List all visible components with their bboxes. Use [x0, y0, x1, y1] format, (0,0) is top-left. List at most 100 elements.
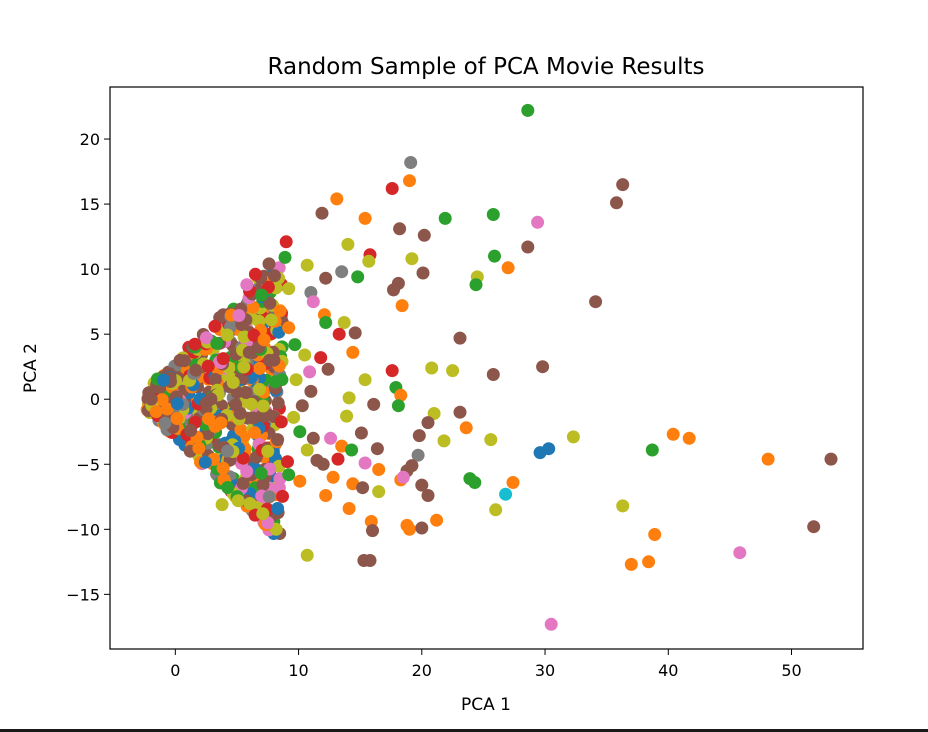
data-point: [306, 431, 320, 445]
data-point: [202, 412, 215, 426]
data-point: [256, 399, 270, 413]
x-tick-label: 0: [170, 661, 180, 680]
data-point: [427, 407, 441, 420]
y-tick-label: 15: [80, 195, 100, 214]
data-point: [256, 507, 270, 521]
data-point: [184, 424, 198, 437]
data-point: [306, 295, 320, 309]
data-point: [300, 443, 314, 457]
data-point: [248, 426, 261, 440]
data-point: [391, 399, 405, 413]
data-point: [236, 451, 250, 465]
data-point: [521, 103, 535, 117]
data-point: [254, 466, 268, 480]
data-point: [261, 444, 275, 458]
data-point: [300, 258, 314, 272]
data-point: [234, 423, 248, 437]
y-axis-label: PCA 2: [21, 343, 41, 393]
data-point: [310, 453, 324, 467]
data-point: [499, 487, 513, 501]
data-point: [314, 351, 328, 365]
data-point: [233, 406, 247, 420]
x-tick-label: 40: [658, 661, 678, 680]
data-point: [642, 555, 656, 569]
y-tick-label: 0: [90, 390, 100, 409]
data-point: [210, 336, 224, 350]
data-point: [267, 353, 281, 367]
data-point: [257, 333, 271, 347]
data-point: [293, 425, 307, 439]
data-point: [170, 397, 184, 411]
data-point: [489, 503, 503, 517]
data-point: [430, 513, 444, 527]
data-point: [281, 455, 294, 469]
y-tick-label: −5: [76, 455, 100, 474]
data-point: [252, 382, 266, 396]
data-point: [158, 416, 172, 430]
data-point: [204, 392, 218, 406]
data-point: [271, 502, 285, 515]
data-point: [198, 455, 212, 469]
data-point: [342, 391, 356, 405]
data-point: [319, 489, 333, 502]
data-point: [645, 443, 659, 457]
data-point: [666, 427, 680, 441]
data-point: [391, 276, 405, 290]
x-tick-label: 10: [288, 661, 308, 680]
data-point: [188, 337, 202, 351]
y-tick-label: 20: [80, 130, 100, 149]
y-tick-label: −15: [66, 585, 100, 604]
data-point: [733, 546, 747, 560]
data-point: [332, 327, 346, 341]
data-point: [437, 434, 451, 448]
x-tick-label: 50: [781, 661, 801, 680]
data-point: [263, 296, 277, 310]
data-point: [438, 211, 452, 225]
data-point: [616, 178, 630, 192]
data-point: [807, 520, 821, 534]
data-point: [425, 361, 439, 375]
data-point: [358, 456, 372, 470]
data-point: [215, 498, 229, 512]
data-point: [231, 494, 245, 508]
data-point: [262, 490, 276, 504]
data-point: [324, 431, 338, 445]
data-point: [459, 421, 473, 435]
data-point: [247, 328, 261, 342]
data-point: [272, 325, 286, 339]
data-point: [394, 388, 408, 402]
data-point: [351, 270, 365, 284]
data-point: [216, 461, 230, 475]
data-point: [293, 474, 307, 488]
data-point: [416, 266, 430, 280]
data-point: [533, 446, 547, 460]
data-point: [486, 368, 500, 381]
data-point: [393, 222, 407, 236]
data-point: [149, 405, 163, 419]
data-point: [303, 365, 317, 379]
data-point: [421, 489, 435, 502]
data-point: [278, 250, 292, 264]
data-point: [208, 319, 222, 333]
data-point: [501, 261, 515, 275]
chart-title: Random Sample of PCA Movie Results: [268, 54, 705, 80]
data-point: [396, 470, 410, 484]
data-point: [536, 360, 550, 374]
data-point: [273, 304, 287, 318]
data-point: [367, 397, 381, 411]
data-point: [544, 617, 558, 631]
data-point: [319, 271, 333, 285]
data-point: [282, 468, 296, 482]
data-point: [761, 452, 775, 466]
data-point: [220, 328, 234, 342]
data-point: [362, 254, 376, 268]
data-point: [271, 433, 285, 447]
data-point: [271, 396, 285, 410]
data-point: [346, 477, 360, 491]
x-tick-label: 20: [412, 661, 432, 680]
data-point: [340, 409, 354, 423]
data-point: [189, 363, 203, 377]
data-point: [354, 426, 368, 440]
x-tick-label: 30: [535, 661, 555, 680]
